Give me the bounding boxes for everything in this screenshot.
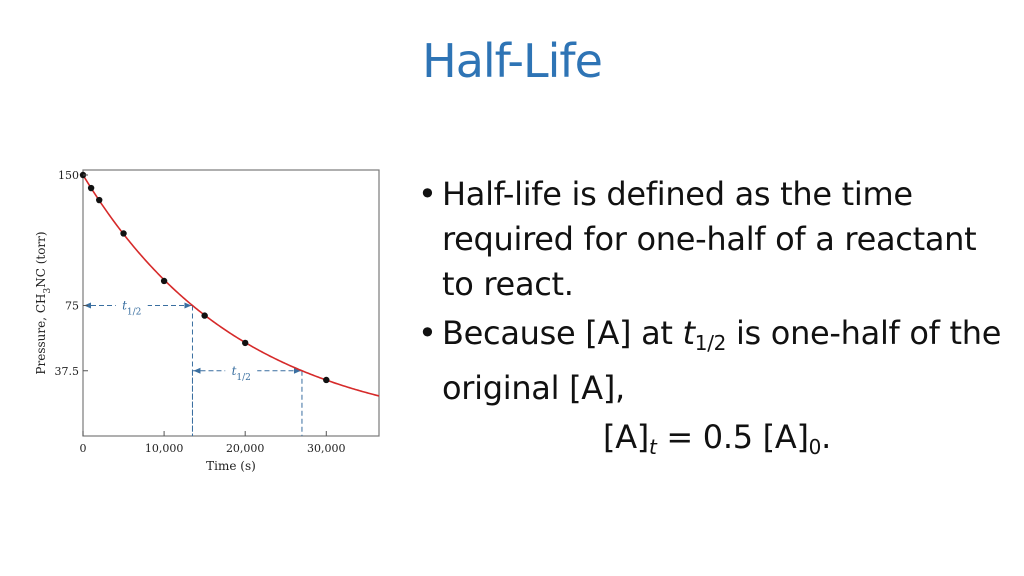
data-point: [323, 376, 330, 384]
slide-title: Half-Life: [422, 34, 603, 88]
b2-t: t: [682, 314, 696, 352]
data-point: [120, 230, 127, 237]
y-tick-label: 150: [58, 169, 79, 182]
bullet-text-1: Half-life is defined as the time require…: [442, 175, 977, 303]
half-life-equation: [A]t = 0.5 [A]0.: [418, 415, 1008, 470]
x-tick-label: 0: [80, 442, 87, 455]
eq-mid: = 0.5 [A]: [656, 418, 809, 456]
y-tick-label: 37.5: [55, 365, 80, 378]
bullet-dot: •: [418, 175, 437, 213]
x-tick-label: 10,000: [145, 442, 184, 455]
y-axis-title: Pressure, CH3NC (torr): [34, 231, 53, 374]
data-point: [87, 184, 95, 192]
x-axis-title: Time (s): [206, 459, 256, 473]
data-point: [96, 196, 103, 204]
arrowhead-right-2: [293, 367, 301, 374]
decay-curve: [83, 174, 379, 397]
bullet-definition: • Half-life is defined as the time requi…: [418, 172, 1008, 307]
arrowhead-left-2: [193, 367, 201, 374]
data-point: [241, 339, 249, 347]
bullet-because: • Because [A] at t1/2 is one-half of the…: [418, 311, 1008, 411]
x-tick-label: 30,000: [307, 442, 346, 455]
half-life-label-bg-1: [115, 297, 148, 314]
half-life-chart: t1/2 t1/2 0 10,000 20,000 30,000 150 75 37.5 Ti…: [28, 163, 388, 483]
eq-end-sub: 0: [808, 435, 822, 459]
y-tick-label: 75: [65, 300, 79, 313]
arrowhead-right-1: [184, 302, 192, 309]
x-tick-label: 20,000: [226, 442, 264, 455]
bullet-dot: •: [418, 314, 437, 352]
b2-sub: 1/2: [694, 331, 727, 355]
bullet-text-2: Because [A] at t1/2 is one-half of the o…: [442, 311, 1008, 411]
text-panel: • Half-life is defined as the time requi…: [418, 172, 1008, 470]
eq-a: [A]: [603, 418, 649, 456]
data-point: [160, 277, 168, 285]
data-point: [201, 312, 208, 319]
b2-post: is one-half of the original [A],: [442, 314, 1002, 407]
eq-a-sub: t: [649, 435, 657, 459]
eq-end: .: [821, 418, 831, 456]
b2-pre: Because [A] at: [442, 314, 683, 352]
half-life-label-bg-2: [225, 362, 258, 379]
